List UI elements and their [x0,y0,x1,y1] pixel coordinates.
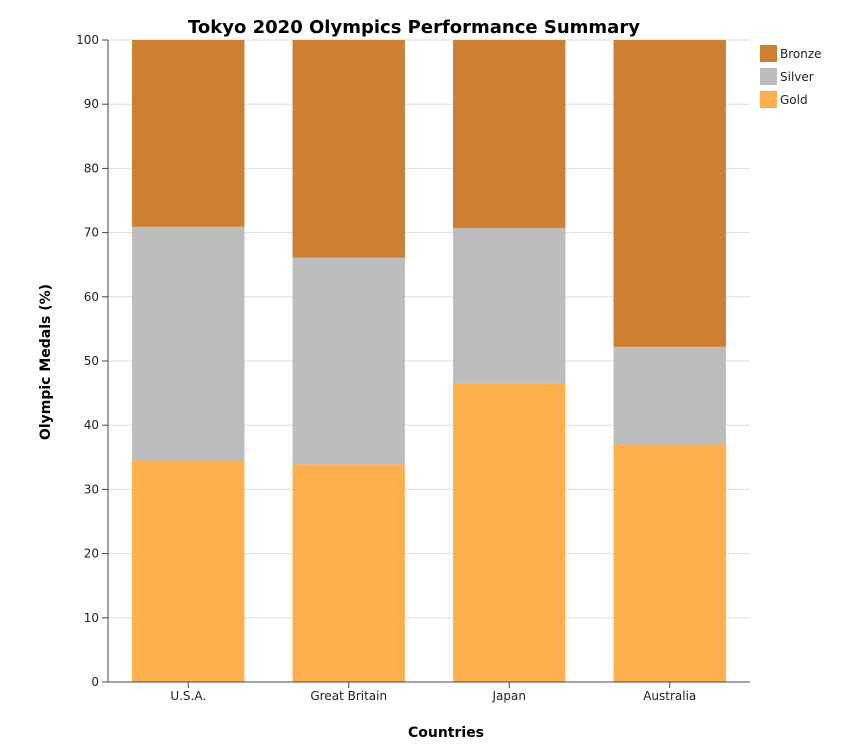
bar-bronze-japan [453,40,566,229]
legend-label-gold: Gold [780,93,808,107]
bar-gold-u-s-a [132,460,245,682]
y-axis-title: Olympic Medals (%) [38,284,54,440]
x-axis-ticks: U.S.A. Great Britain Japan Australia [170,682,696,703]
y-tick-label: 70 [84,226,99,240]
bar-silver-australia [613,346,726,445]
bar-bronze-u-s-a [132,40,245,227]
y-tick-label: 20 [84,547,99,561]
y-tick-label: 90 [84,97,99,111]
bar-silver-japan [453,228,566,383]
y-tick-label: 40 [84,418,99,432]
y-tick-label: 100 [76,33,99,47]
bar-gold-japan [453,382,566,682]
y-axis-ticks: 0 10 20 30 40 50 60 70 80 90 100 [76,33,108,689]
legend-swatch-silver [760,68,777,85]
x-tick-label: Australia [643,689,696,703]
bar-silver-u-s-a [132,226,245,461]
bar-bronze-australia [613,40,726,347]
bar-silver-great-britain [292,257,405,465]
chart-title: Tokyo 2020 Olympics Performance Summary [188,17,640,38]
y-tick-label: 50 [84,354,99,368]
x-tick-label: Great Britain [310,689,387,703]
legend-swatch-bronze [760,45,777,62]
x-tick-label: Japan [492,689,526,703]
y-tick-label: 30 [84,482,99,496]
legend-label-silver: Silver [780,70,814,84]
legend-label-bronze: Bronze [780,47,822,61]
legend-swatch-gold [760,91,777,108]
bar-gold-australia [613,444,726,682]
bar-gold-great-britain [292,464,405,682]
y-tick-label: 0 [91,675,99,689]
legend: Bronze Silver Gold [760,45,822,108]
y-tick-label: 60 [84,290,99,304]
bar-bronze-great-britain [292,40,405,258]
y-tick-label: 10 [84,611,99,625]
y-tick-label: 80 [84,161,99,175]
x-axis-title: Countries [408,725,484,741]
bars [132,40,726,682]
x-tick-label: U.S.A. [170,689,206,703]
